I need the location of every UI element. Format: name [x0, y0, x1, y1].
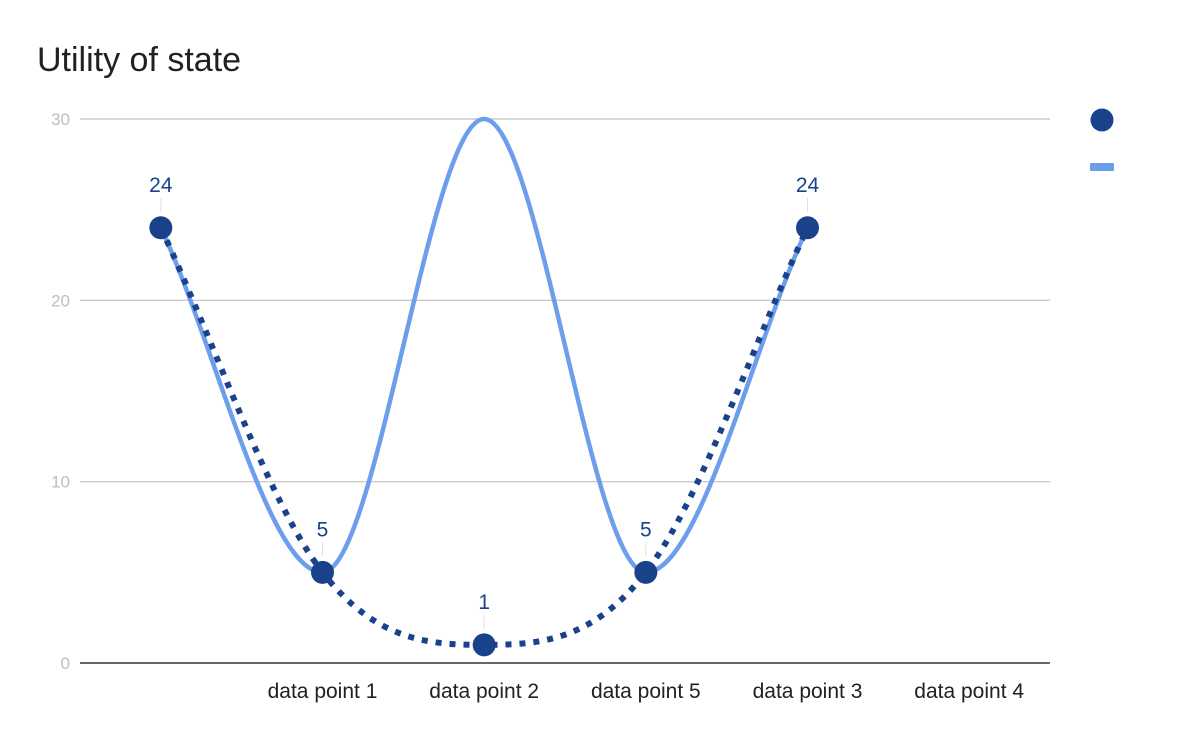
data-point-marker	[634, 560, 658, 584]
chart-title: Utility of state	[37, 41, 241, 79]
gridlines	[80, 118, 1050, 664]
data-markers: 24 5 1 5 24	[149, 174, 819, 657]
y-axis-ticks: 0 10 20 30	[51, 110, 70, 673]
data-label: 5	[640, 518, 652, 541]
x-axis-ticks: data point 1 data point 2 data point 5 data…	[268, 680, 1025, 703]
series-line-1	[158, 116, 810, 575]
legend	[1090, 108, 1114, 171]
data-point-marker	[149, 216, 173, 240]
data-point-marker	[796, 216, 819, 240]
data-label: 24	[796, 174, 820, 197]
y-tick-label: 0	[61, 654, 70, 673]
series-line-0	[158, 226, 811, 648]
data-label: 5	[317, 518, 329, 541]
y-tick-label: 30	[51, 110, 70, 129]
x-tick-label: data point 3	[753, 680, 863, 703]
data-label: 24	[149, 174, 173, 197]
legend-swatch-0	[1090, 108, 1114, 132]
series-lines	[158, 116, 811, 648]
x-tick-label: data point 5	[591, 680, 701, 703]
y-tick-label: 20	[51, 291, 70, 310]
x-tick-label: data point 2	[429, 680, 539, 703]
y-tick-label: 10	[51, 473, 70, 492]
x-tick-label: data point 1	[268, 680, 378, 703]
data-point-marker	[311, 560, 334, 584]
x-tick-label: data point 4	[914, 680, 1024, 703]
legend-swatch-1	[1090, 163, 1114, 171]
data-label: 1	[478, 591, 490, 614]
data-point-marker	[472, 633, 496, 657]
